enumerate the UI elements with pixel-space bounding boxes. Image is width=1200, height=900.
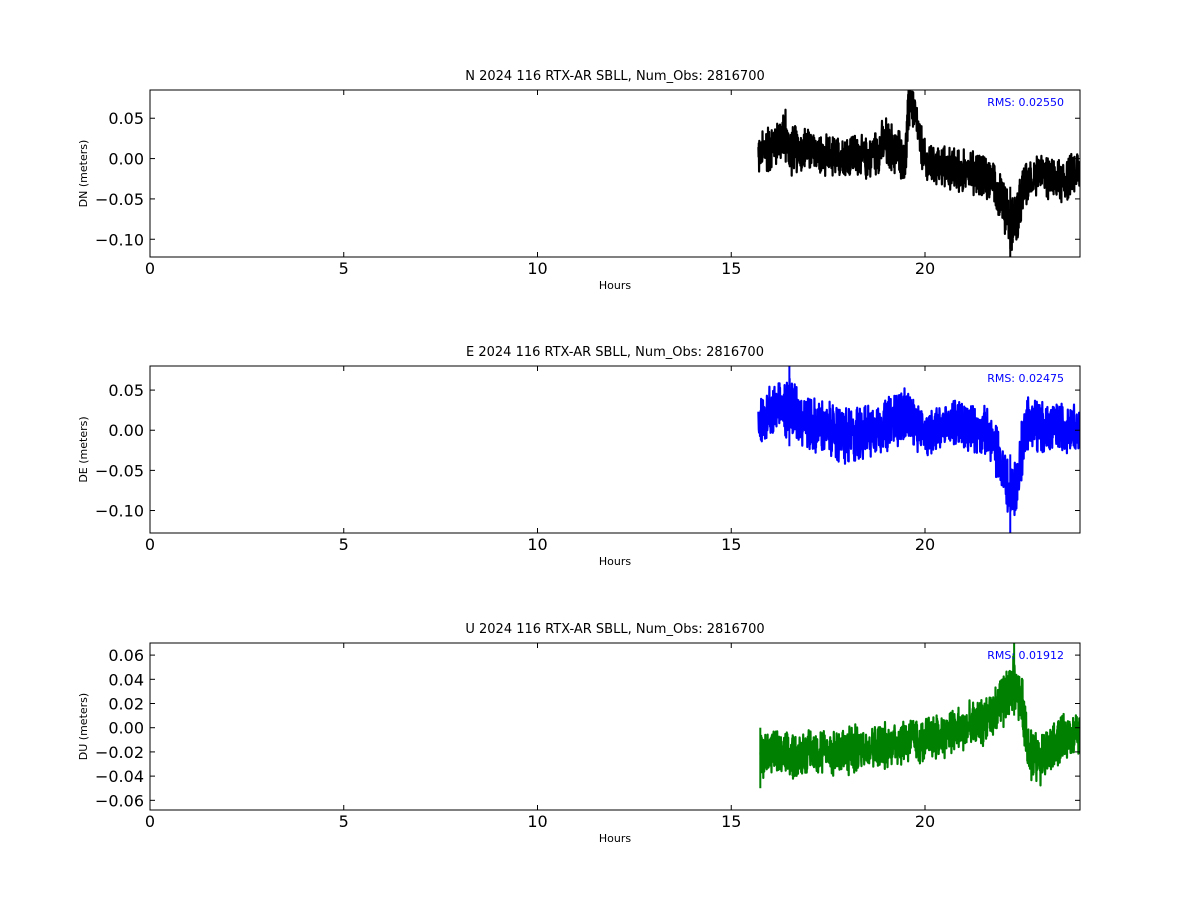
data-line — [759, 655, 1080, 787]
subplot-0: N 2024 116 RTX-AR SBLL, Num_Obs: 2816700… — [77, 69, 1081, 292]
x-axis-label: Hours — [599, 555, 631, 568]
rms-annotation: RMS: 0.01912 — [987, 649, 1064, 662]
x-tick-label: 0 — [145, 812, 155, 831]
axes-frame — [149, 89, 1081, 258]
data-line — [757, 377, 1080, 517]
y-tick-label: 0.02 — [108, 695, 144, 714]
subplot-title: E 2024 116 RTX-AR SBLL, Num_Obs: 2816700 — [466, 345, 764, 360]
x-tick-label: 10 — [527, 259, 547, 278]
y-tick-label: 0.00 — [108, 150, 144, 169]
y-tick-label: −0.06 — [95, 791, 144, 810]
y-tick-label: 0.05 — [108, 381, 144, 400]
x-tick-label: 0 — [145, 535, 155, 554]
y-tick-label: −0.05 — [95, 190, 144, 209]
y-axis-label: DU (meters) — [77, 693, 90, 760]
y-tick-label: −0.02 — [95, 743, 144, 762]
x-tick-label: 5 — [339, 259, 349, 278]
subplot-title: U 2024 116 RTX-AR SBLL, Num_Obs: 2816700 — [465, 622, 764, 637]
y-tick-label: −0.04 — [95, 767, 144, 786]
rms-annotation: RMS: 0.02550 — [987, 96, 1064, 109]
x-tick-label: 20 — [915, 812, 935, 831]
y-tick-label: 0.06 — [108, 646, 144, 665]
y-tick-label: 0.05 — [108, 109, 144, 128]
y-tick-label: 0.04 — [108, 670, 144, 689]
y-tick-label: −0.05 — [95, 461, 144, 480]
x-axis-label: Hours — [599, 832, 631, 845]
x-tick-label: 15 — [721, 812, 741, 831]
x-axis-label: Hours — [599, 279, 631, 292]
y-tick-label: −0.10 — [95, 230, 144, 249]
axes-frame — [149, 365, 1081, 534]
y-axis-label: DE (meters) — [77, 416, 90, 482]
x-tick-label: 5 — [339, 812, 349, 831]
y-tick-label: 0.00 — [108, 421, 144, 440]
y-tick-label: 0.00 — [108, 719, 144, 738]
x-tick-label: 20 — [915, 259, 935, 278]
x-tick-label: 15 — [721, 535, 741, 554]
rms-annotation: RMS: 0.02475 — [987, 372, 1064, 385]
x-tick-label: 5 — [339, 535, 349, 554]
x-tick-label: 0 — [145, 259, 155, 278]
y-axis-label: DN (meters) — [77, 140, 90, 208]
subplot-title: N 2024 116 RTX-AR SBLL, Num_Obs: 2816700 — [465, 69, 764, 84]
y-tick-label: −0.10 — [95, 502, 144, 521]
x-tick-label: 20 — [915, 535, 935, 554]
x-tick-label: 10 — [527, 812, 547, 831]
axes-frame — [149, 642, 1081, 811]
subplot-1: E 2024 116 RTX-AR SBLL, Num_Obs: 2816700… — [77, 345, 1081, 568]
data-line — [757, 90, 1080, 251]
subplot-2: U 2024 116 RTX-AR SBLL, Num_Obs: 2816700… — [77, 622, 1081, 845]
x-tick-label: 10 — [527, 535, 547, 554]
x-tick-label: 15 — [721, 259, 741, 278]
